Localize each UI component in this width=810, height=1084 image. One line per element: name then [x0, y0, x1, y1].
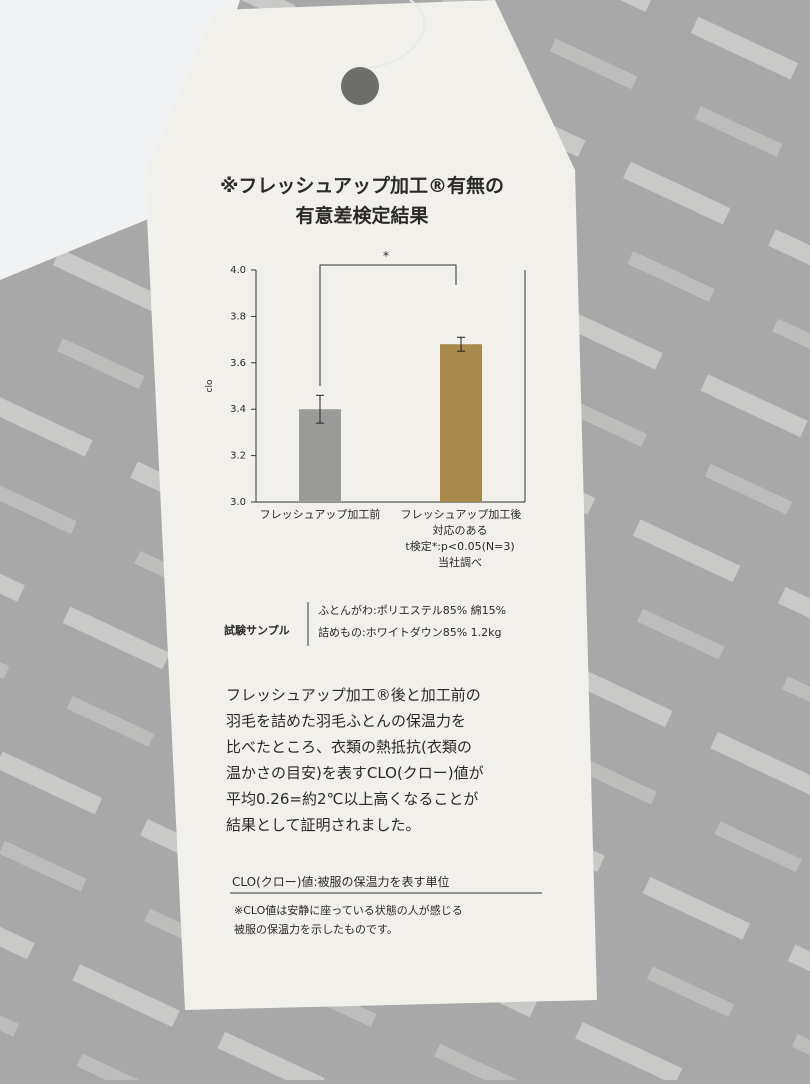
chart-note: 対応のある: [433, 523, 488, 537]
body-line: 結果として証明されました。: [226, 816, 421, 834]
title: 有意差検定結果: [295, 204, 428, 227]
sample-line: ふとんがわ:ポリエステル85% 綿15%: [318, 603, 506, 617]
chart-note: t検定*:p<0.05(N=3): [405, 539, 514, 553]
sample-label: 試験サンプル: [224, 623, 290, 637]
tag: [145, 0, 597, 1010]
body-line: 比べたところ、衣類の熱抵抗(衣類の: [226, 738, 472, 756]
note-line: 被服の保温力を示したものです。: [234, 922, 398, 936]
note-line: ※CLO値は安静に座っている状態の人が感じる: [234, 903, 463, 917]
title: ※フレッシュアップ加工®有無の: [220, 174, 504, 197]
body-line: 羽毛を詰めた羽毛ふとんの保温力を: [226, 712, 466, 730]
y-tick-label: 3.4: [230, 404, 246, 415]
y-tick-label: 4.0: [230, 265, 246, 276]
significance-mark: *: [383, 249, 389, 263]
x-tick-label: フレッシュアップ加工前: [260, 507, 381, 521]
significance-bracket: [319, 264, 457, 386]
sample-line: 詰めもの:ホワイトダウン85% 1.2kg: [318, 625, 502, 639]
paper-background: [0, 0, 240, 280]
string: [369, 0, 426, 69]
body-line: フレッシュアップ加工®後と加工前の: [226, 686, 481, 704]
x-tick-label: フレッシュアップ加工後: [401, 507, 522, 521]
definition: CLO(クロー)値:被服の保温力を表す単位: [232, 874, 450, 889]
chart-note: 当社調べ: [438, 555, 482, 569]
y-axis-label: clo: [205, 379, 215, 392]
bar: [299, 409, 341, 502]
y-tick-label: 3.6: [230, 358, 246, 369]
y-tick-label: 3.0: [230, 497, 246, 508]
y-tick-label: 3.2: [230, 451, 246, 462]
body-line: 温かさの目安)を表すCLO(クロー)値が: [226, 764, 484, 782]
tag-hole: [341, 67, 379, 105]
body-line: 平均0.26=約2℃以上高くなることが: [226, 790, 478, 808]
chart: clo 3.0 3.2 3.4 3.6 3.8 4.0 フレッシュアップ加工前 フレッシュアップ…: [205, 249, 526, 569]
y-tick-label: 3.8: [230, 311, 246, 322]
bar: [440, 344, 482, 502]
